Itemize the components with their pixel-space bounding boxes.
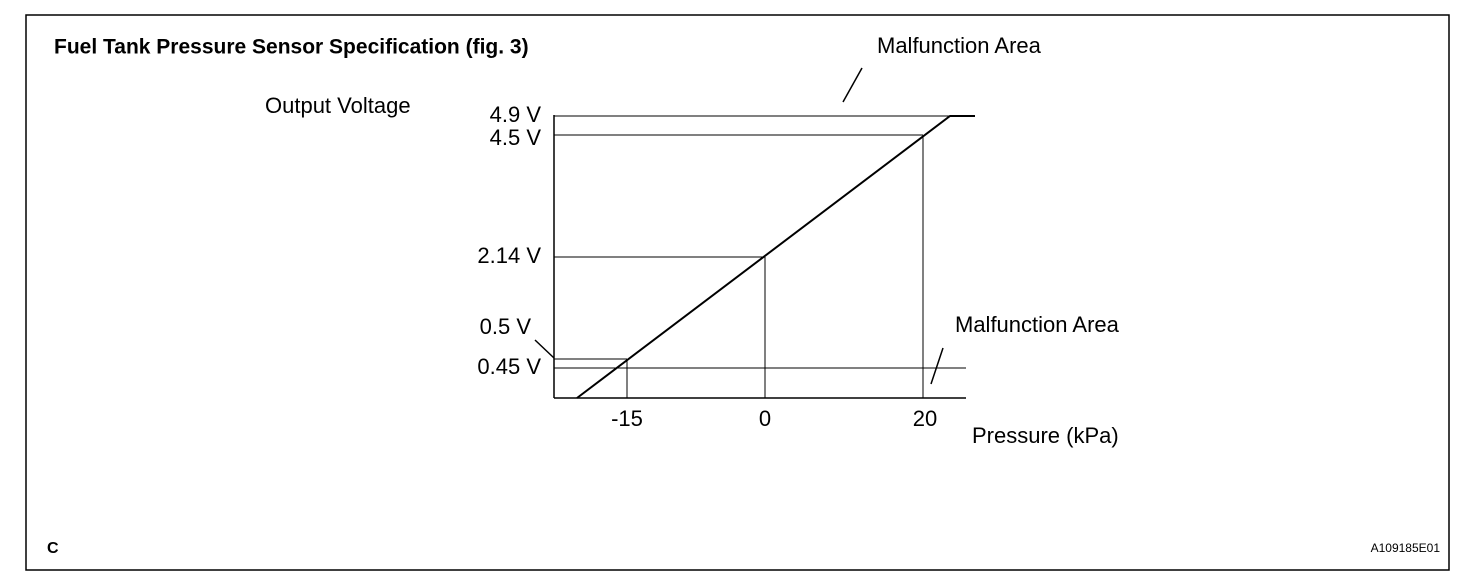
y-label: 4.5 V [490,125,542,150]
title: Fuel Tank Pressure Sensor Specification … [54,36,529,59]
y-label: 0.45 V [477,354,541,379]
malfunction-label: Malfunction Area [877,33,1042,58]
y-label: 0.5 V [480,314,532,339]
leader-line [842,67,863,103]
y-axis-label: Output Voltage [265,93,411,118]
figure-id: A109185E01 [1371,541,1441,555]
y-label: 2.14 V [477,243,541,268]
leader-line [930,347,944,385]
x-label: 20 [913,406,937,431]
characteristic-line [576,115,975,399]
malfunction-label: Malfunction Area [955,312,1120,337]
x-label: -15 [611,406,643,431]
x-axis-label: Pressure (kPa) [972,423,1119,448]
x-label: 0 [759,406,771,431]
frame [25,14,1450,571]
footer-code: C [47,540,59,557]
y-label: 4.9 V [490,102,542,127]
leader-line [534,339,555,359]
